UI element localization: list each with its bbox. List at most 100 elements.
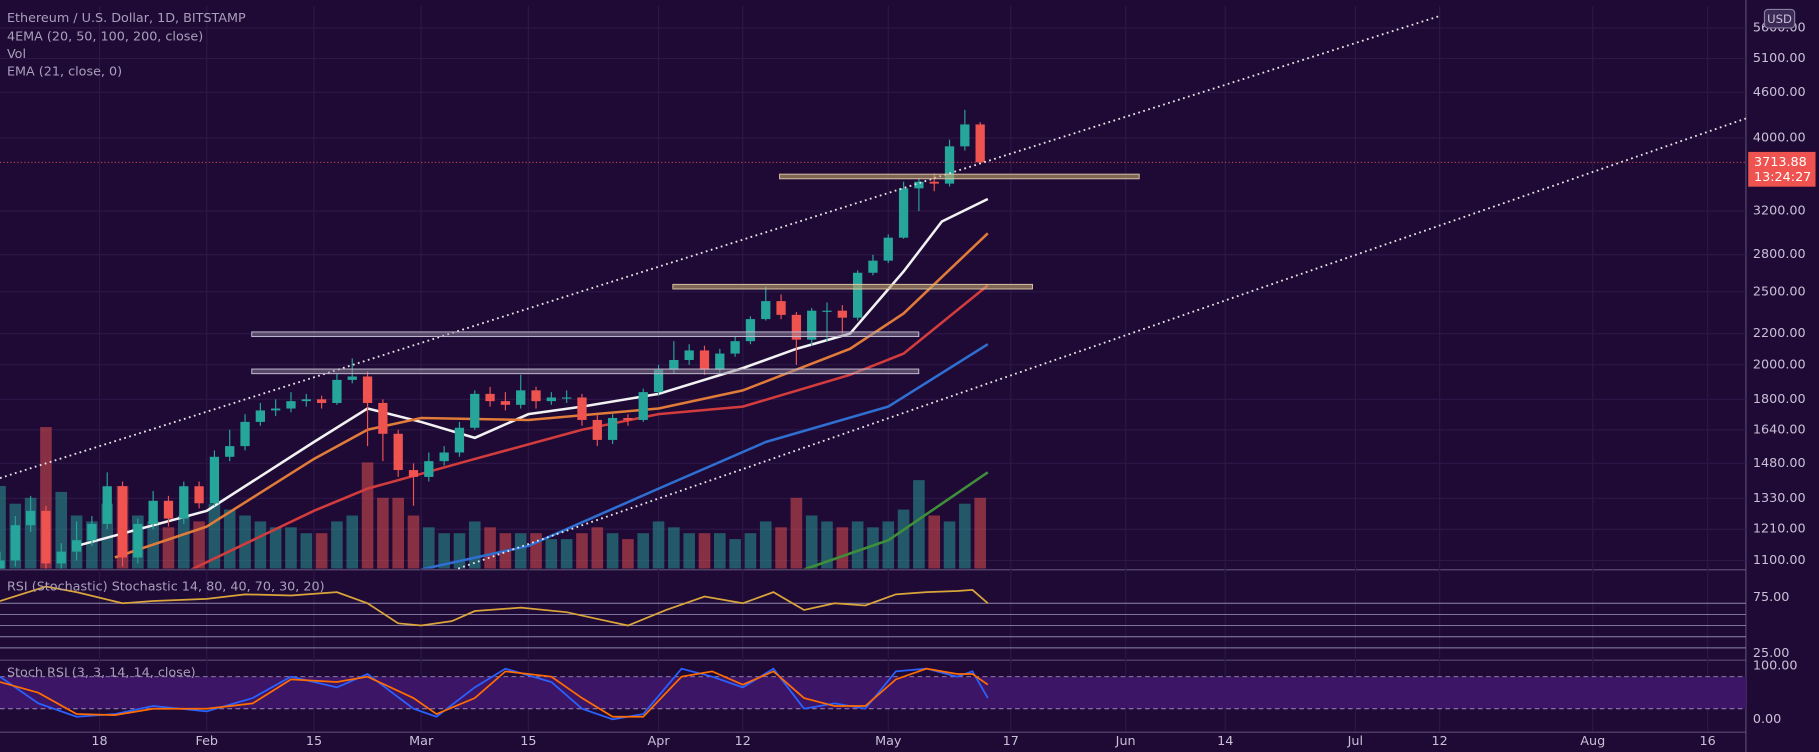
y-tick-label: 2500.00 <box>1753 284 1806 299</box>
volume-bar <box>560 539 573 569</box>
candle-body <box>194 486 204 504</box>
candle-body <box>883 237 893 261</box>
volume-bar <box>484 527 496 569</box>
volume-bar <box>790 497 803 569</box>
candle-body <box>225 446 235 457</box>
volume-bar <box>208 503 221 569</box>
volume-bar <box>668 527 680 569</box>
indicator-label: EMA (21, close, 0) <box>7 65 122 80</box>
volume-bar <box>346 515 359 569</box>
last-price-box <box>1748 151 1816 187</box>
volume-bar <box>683 533 695 569</box>
candle-body <box>25 510 36 526</box>
trendline <box>0 15 1439 479</box>
volume-bar <box>223 509 236 569</box>
volume-bar <box>576 533 588 569</box>
y-tick-label: 100.00 <box>1753 659 1798 674</box>
candle-body <box>0 560 5 569</box>
candle-body <box>240 421 250 447</box>
volume-bar <box>836 527 849 569</box>
line <box>0 667 989 718</box>
volume-bar <box>377 497 389 569</box>
y-tick-label: 1480.00 <box>1753 456 1806 471</box>
indicator-label: Vol <box>7 47 26 62</box>
candle-body <box>439 452 449 462</box>
volume-bar <box>468 521 481 569</box>
volume-bar <box>254 521 267 569</box>
plot-layer <box>0 585 989 627</box>
volume-bar <box>0 486 6 569</box>
line <box>190 284 989 569</box>
candle-body <box>316 399 327 403</box>
y-tick-label: 3200.00 <box>1753 204 1806 219</box>
y-tick-label: 4600.00 <box>1753 85 1806 100</box>
candle-body <box>332 379 342 403</box>
y-tick-label: 1100.00 <box>1753 553 1806 568</box>
candle-body <box>485 393 495 402</box>
volume-bar <box>714 533 726 569</box>
volume-bar <box>913 480 925 569</box>
candle-body <box>853 272 863 318</box>
x-tick-label: 18 <box>91 734 107 749</box>
volume-bar <box>928 515 941 569</box>
candle-body <box>745 319 756 342</box>
plot-layer <box>0 667 989 721</box>
candle-body <box>684 350 694 360</box>
indicator-label: 4EMA (20, 50, 100, 200, close) <box>7 30 203 45</box>
candle-body <box>929 181 939 184</box>
volume-bar <box>652 521 665 569</box>
x-tick-label: Apr <box>648 734 671 749</box>
candle-body <box>791 314 802 340</box>
volume-bar <box>698 533 711 569</box>
volume-bar <box>637 533 650 569</box>
x-tick-label: 16 <box>1700 734 1716 749</box>
y-tick-label: 1330.00 <box>1753 491 1806 506</box>
x-tick-label: Jul <box>1347 734 1363 749</box>
volume-bar <box>775 527 787 569</box>
volume-bar <box>759 521 772 569</box>
volume-bar <box>729 539 741 569</box>
volume-bar <box>805 515 818 569</box>
candle-body <box>653 369 664 393</box>
candle-body <box>10 525 20 561</box>
volume-bar <box>514 533 527 569</box>
candle-body <box>807 310 817 340</box>
x-tick-label: May <box>875 734 902 749</box>
volume-bar <box>545 539 558 569</box>
candle-body <box>102 486 112 524</box>
volume-bar <box>331 521 343 569</box>
band-fill <box>0 676 1746 709</box>
y-tick-label: 2800.00 <box>1753 247 1806 262</box>
volume-bar <box>285 527 297 569</box>
candle-body <box>87 523 97 541</box>
pane-title: RSI (Stochastic) Stochastic 14, 80, 40, … <box>7 580 325 595</box>
volume-bar <box>269 527 282 569</box>
volume-bar <box>24 497 37 569</box>
volume-bar <box>744 533 757 569</box>
volume-bar <box>591 527 604 569</box>
candle-body <box>898 188 909 238</box>
line <box>114 232 989 559</box>
countdown-label: 13:24:27 <box>1754 170 1811 185</box>
volume-bar <box>453 533 466 569</box>
y-tick-label: 75.00 <box>1753 590 1790 605</box>
volume-bar <box>55 491 68 569</box>
currency-label: USD <box>1767 12 1792 26</box>
candle-body <box>761 301 771 320</box>
candle-body <box>470 393 480 428</box>
line <box>0 585 989 627</box>
level-box <box>251 331 920 338</box>
candle-body <box>301 399 311 402</box>
volume-bar <box>530 533 542 569</box>
candle-body <box>56 551 66 564</box>
volume-bar <box>423 527 435 569</box>
candle-body <box>117 486 128 558</box>
candle-body <box>408 470 419 477</box>
candle-body <box>715 353 725 370</box>
x-tick-label: Feb <box>195 734 218 749</box>
candle-body <box>209 456 220 504</box>
volume-bar <box>392 497 404 569</box>
volume-bar <box>943 521 956 569</box>
currency-button[interactable] <box>1763 8 1796 29</box>
